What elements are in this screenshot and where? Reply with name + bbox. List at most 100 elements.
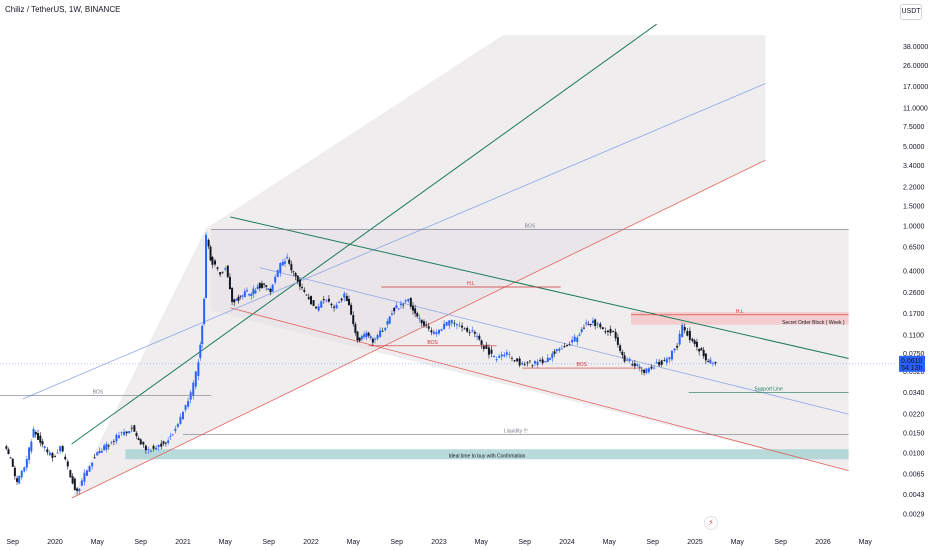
candle	[458, 321, 461, 328]
candle-body	[601, 327, 604, 330]
candle-body	[239, 295, 242, 297]
candle	[267, 288, 270, 291]
candle	[551, 351, 554, 363]
candle-body	[358, 337, 361, 341]
descending-support-line	[230, 307, 849, 471]
candle-body	[480, 340, 483, 345]
candle	[340, 297, 343, 303]
candle	[150, 448, 152, 453]
candle	[56, 449, 59, 454]
candle	[558, 347, 561, 353]
candle-body	[404, 300, 407, 302]
candle-body	[555, 349, 558, 352]
candle-body	[578, 334, 581, 336]
candle	[147, 446, 150, 454]
tradingview-logo-icon[interactable]: ⚡	[704, 516, 718, 530]
candle-body	[340, 298, 343, 301]
candle-body	[133, 425, 136, 432]
candle	[628, 357, 631, 364]
candle-body	[505, 352, 508, 355]
candle-body	[281, 261, 284, 266]
candle-body	[432, 331, 435, 334]
candle	[20, 470, 23, 480]
candle-body	[335, 304, 338, 309]
candle-body	[551, 353, 554, 359]
candle	[54, 454, 56, 458]
candle-body	[199, 344, 202, 359]
candle	[263, 282, 266, 288]
candle-body	[663, 360, 666, 361]
candle	[702, 346, 705, 359]
candle	[288, 257, 291, 266]
candle	[252, 285, 255, 298]
candle	[576, 335, 579, 346]
candle-body	[147, 449, 150, 451]
candle	[254, 287, 257, 294]
candle-body	[155, 447, 158, 450]
candle	[503, 352, 506, 358]
candle-body	[566, 345, 568, 347]
candle-body	[64, 456, 67, 460]
candle	[571, 336, 574, 346]
candle-body	[43, 446, 46, 448]
candle-body	[283, 261, 286, 264]
candle	[541, 356, 544, 366]
candle-body	[653, 367, 656, 369]
x-tick-label: 2023	[431, 539, 447, 546]
candle-body	[78, 488, 81, 492]
candle-body	[192, 382, 195, 396]
candle	[265, 285, 268, 291]
candle	[673, 348, 676, 354]
candle-body	[621, 351, 624, 356]
candle	[678, 330, 681, 347]
candle	[7, 447, 10, 455]
x-tick-label: 2026	[815, 539, 831, 546]
candle	[235, 298, 238, 302]
candle	[425, 321, 428, 329]
candle	[347, 295, 350, 306]
current-price-countdown: 54:13h	[901, 365, 923, 372]
candle	[487, 344, 490, 359]
candle-body	[317, 306, 320, 311]
annotation-bos-0-label: BOS	[525, 224, 536, 230]
candle	[333, 304, 336, 312]
annotation-h-l-5-label: H.L	[736, 309, 744, 315]
candle-body	[105, 444, 108, 450]
candle-body	[425, 324, 428, 326]
candle	[358, 337, 361, 343]
candle-body	[214, 260, 216, 265]
candle	[243, 288, 246, 298]
y-tick-label: 0.0043	[903, 492, 925, 499]
x-tick-label: Sep	[391, 539, 404, 546]
candle	[560, 344, 563, 350]
candle	[490, 345, 493, 358]
candle-body	[614, 331, 617, 339]
candle	[28, 446, 31, 464]
y-tick-label: 0.0520	[903, 369, 925, 376]
candle	[201, 324, 204, 349]
candle-body	[455, 323, 458, 326]
candle	[286, 253, 289, 260]
y-tick-label: 2.2000	[903, 185, 925, 192]
candle-body	[296, 275, 299, 282]
candle-body	[290, 264, 293, 271]
currency-button[interactable]: USDT	[900, 4, 922, 20]
candle-body	[11, 458, 14, 467]
candle-body	[704, 353, 707, 361]
candle-body	[386, 321, 389, 325]
candle-body	[258, 283, 261, 289]
candle-body	[269, 288, 272, 293]
candle	[435, 329, 438, 337]
buy-zone-label: Ideal time to buy with Confirmation	[449, 453, 526, 459]
candle-body	[711, 362, 714, 364]
candle-body	[563, 346, 566, 348]
candle-body	[599, 323, 602, 328]
candle	[455, 323, 458, 330]
candle	[536, 359, 539, 369]
candle-body	[312, 300, 315, 306]
candle-body	[201, 325, 204, 344]
candle-body	[482, 345, 485, 349]
candle	[420, 319, 423, 327]
buy-zone	[125, 449, 849, 460]
